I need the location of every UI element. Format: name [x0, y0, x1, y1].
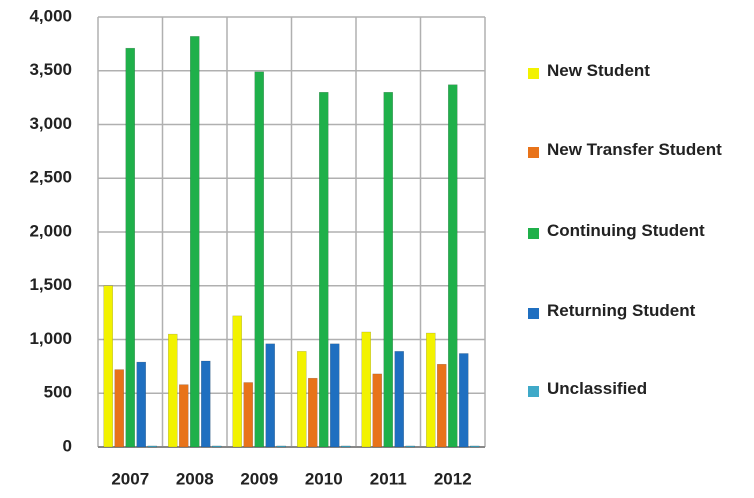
bar — [265, 343, 275, 448]
bar — [405, 445, 415, 448]
legend-label: Returning Student — [547, 301, 696, 320]
legend-label: New Transfer Student — [547, 140, 722, 159]
legend-swatch — [528, 228, 539, 239]
y-tick-label: 3,000 — [29, 114, 72, 133]
bar — [361, 331, 371, 448]
legend-item: Returning Student — [528, 301, 743, 326]
bar — [276, 445, 286, 448]
x-tick-label: 2010 — [305, 469, 343, 488]
legend-label: Unclassified — [547, 379, 648, 398]
bar — [201, 360, 211, 448]
bar — [168, 333, 178, 448]
bar — [297, 351, 307, 448]
bar — [254, 71, 264, 448]
bar — [243, 382, 253, 448]
bar — [394, 351, 404, 448]
x-tick-label: 2009 — [240, 469, 278, 488]
legend-item: New Transfer Student — [528, 140, 743, 165]
bar — [448, 84, 458, 448]
bar — [308, 377, 318, 448]
legend-item: Unclassified — [528, 379, 743, 404]
bar — [426, 332, 436, 448]
y-tick-label: 3,500 — [29, 60, 72, 79]
bar — [341, 445, 351, 448]
legend-swatch — [528, 68, 539, 79]
x-tick-label: 2012 — [434, 469, 472, 488]
y-tick-label: 4,000 — [29, 6, 72, 25]
legend-swatch — [528, 308, 539, 319]
bar — [125, 47, 135, 448]
x-tick-label: 2008 — [176, 469, 214, 488]
bar — [372, 373, 382, 448]
bar — [437, 363, 447, 448]
bar — [103, 285, 113, 448]
y-tick-label: 0 — [63, 436, 72, 455]
bar — [330, 343, 340, 448]
legend-swatch — [528, 147, 539, 158]
bar — [136, 361, 146, 448]
bar — [179, 384, 189, 448]
legend-item: Continuing Student — [528, 221, 743, 246]
bar — [147, 445, 157, 448]
y-tick-label: 500 — [44, 383, 72, 402]
bar — [114, 369, 124, 448]
bar — [459, 353, 469, 448]
y-tick-label: 2,000 — [29, 221, 72, 240]
x-tick-label: 2011 — [370, 469, 407, 488]
bar — [383, 92, 393, 448]
x-tick-label: 2007 — [111, 469, 149, 488]
y-tick-label: 1,000 — [29, 329, 72, 348]
bar — [190, 36, 200, 448]
legend-label: Continuing Student — [547, 221, 705, 240]
y-tick-label: 1,500 — [29, 275, 72, 294]
bar — [319, 92, 329, 448]
legend-label: New Student — [547, 61, 650, 80]
bar — [212, 445, 222, 448]
legend-swatch — [528, 386, 539, 397]
bar — [470, 445, 480, 448]
y-tick-label: 2,500 — [29, 168, 72, 187]
bar — [232, 315, 242, 448]
legend-item: New Student — [528, 61, 743, 86]
